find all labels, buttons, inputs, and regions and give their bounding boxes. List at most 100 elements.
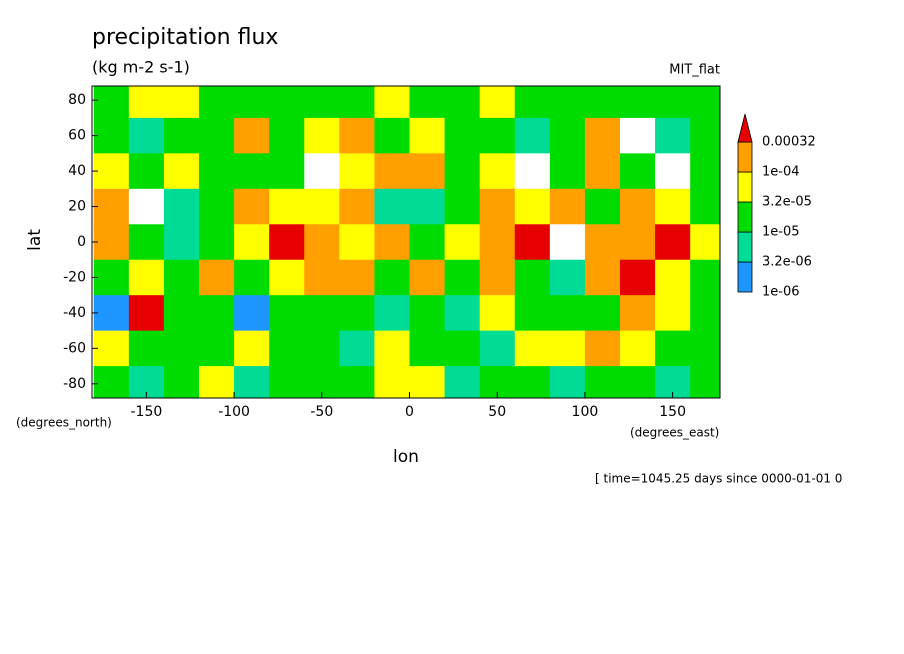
field-cell <box>93 366 130 398</box>
field-cell <box>444 259 481 296</box>
field-cell <box>269 366 305 398</box>
y-tick-label: -40 <box>63 305 86 321</box>
field-cell <box>549 153 586 190</box>
field-cell <box>339 330 375 367</box>
field-cell <box>234 117 270 154</box>
field-cell <box>374 224 411 261</box>
y-tick-label: 40 <box>68 163 86 179</box>
field-cell <box>584 259 621 296</box>
x-tick-label: -150 <box>130 404 162 420</box>
field-cell <box>234 224 270 261</box>
field-cell <box>128 153 165 190</box>
field-cell <box>234 153 270 190</box>
field-cell <box>269 86 305 119</box>
field-cell <box>549 330 586 367</box>
colorbar-box <box>737 231 753 263</box>
field-cell <box>514 366 551 398</box>
chart-subtitle: (kg m-2 s-1) <box>92 58 190 77</box>
field-cell <box>234 295 270 332</box>
field-cell <box>269 259 305 296</box>
field-cell <box>269 295 305 332</box>
field-cell <box>163 224 200 261</box>
field-cell <box>199 259 235 296</box>
field-cell <box>620 366 656 398</box>
field-cell <box>620 117 656 154</box>
colorbar-label: 1e-04 <box>762 165 800 180</box>
field-cell <box>93 295 130 332</box>
field-cell <box>584 330 621 367</box>
field-cell <box>374 188 411 225</box>
x-tick-label: -100 <box>218 404 250 420</box>
field-cell <box>304 117 340 154</box>
x-axis-label: lon <box>393 447 419 467</box>
field-cell <box>128 188 165 225</box>
y-axis-label: lat <box>25 229 45 251</box>
field-cell <box>444 295 481 332</box>
field-cell <box>620 295 656 332</box>
field-cell <box>444 224 481 261</box>
field-cell <box>514 86 551 119</box>
x-axis-units: (degrees_east) <box>630 426 719 440</box>
field-cell <box>620 153 656 190</box>
field-cell <box>339 366 375 398</box>
y-tick-label: 60 <box>68 128 86 144</box>
field-cell <box>620 188 656 225</box>
field-cell <box>93 330 130 367</box>
field-cell <box>199 153 235 190</box>
chart-title: precipitation flux <box>92 25 278 50</box>
field-cell <box>374 330 411 367</box>
x-tick-label: -50 <box>310 404 333 420</box>
field-cell <box>514 153 551 190</box>
field-cell <box>549 224 586 261</box>
field-cell <box>304 295 340 332</box>
field-cell <box>269 153 305 190</box>
field-cell <box>444 153 481 190</box>
field-cell <box>199 224 235 261</box>
field-cell <box>199 117 235 154</box>
field-cell <box>514 295 551 332</box>
field-cell <box>128 295 165 332</box>
field-cell <box>374 366 411 398</box>
field-cell <box>163 295 200 332</box>
field-cell <box>409 366 446 398</box>
field-cell <box>128 259 165 296</box>
field-cell <box>374 259 411 296</box>
y-tick-label: 20 <box>68 199 86 215</box>
field-cell <box>304 86 340 119</box>
field-cell <box>163 330 200 367</box>
field-cell <box>584 295 621 332</box>
field-cell <box>690 188 720 225</box>
colorbar-overflow <box>737 113 753 143</box>
field-cell <box>409 295 446 332</box>
field-cell <box>163 259 200 296</box>
field-cell <box>655 259 691 296</box>
field-cell <box>128 117 165 154</box>
field-cell <box>199 366 235 398</box>
field-cell <box>655 224 691 261</box>
field-cell <box>93 86 130 119</box>
field-cell <box>444 86 481 119</box>
field-cell <box>93 188 130 225</box>
y-tick-label: -80 <box>63 376 86 392</box>
field-cell <box>128 224 165 261</box>
field-cell <box>234 259 270 296</box>
y-tick-label: 0 <box>77 234 86 250</box>
field-cell <box>339 153 375 190</box>
field-cell <box>199 188 235 225</box>
colorbar-box <box>737 141 753 173</box>
field-cell <box>304 153 340 190</box>
field-cell <box>620 86 656 119</box>
field-cell <box>620 330 656 367</box>
field-cell <box>339 224 375 261</box>
field-cell <box>339 117 375 154</box>
y-tick-label: -60 <box>63 340 86 356</box>
field-cell <box>374 117 411 154</box>
field-cell <box>163 188 200 225</box>
field-cell <box>444 366 481 398</box>
field-cell <box>514 224 551 261</box>
colorbar-label: 3.2e-06 <box>762 255 812 270</box>
field-cell <box>655 117 691 154</box>
colorbar-label: 0.00032 <box>762 135 816 150</box>
field-cell <box>199 330 235 367</box>
